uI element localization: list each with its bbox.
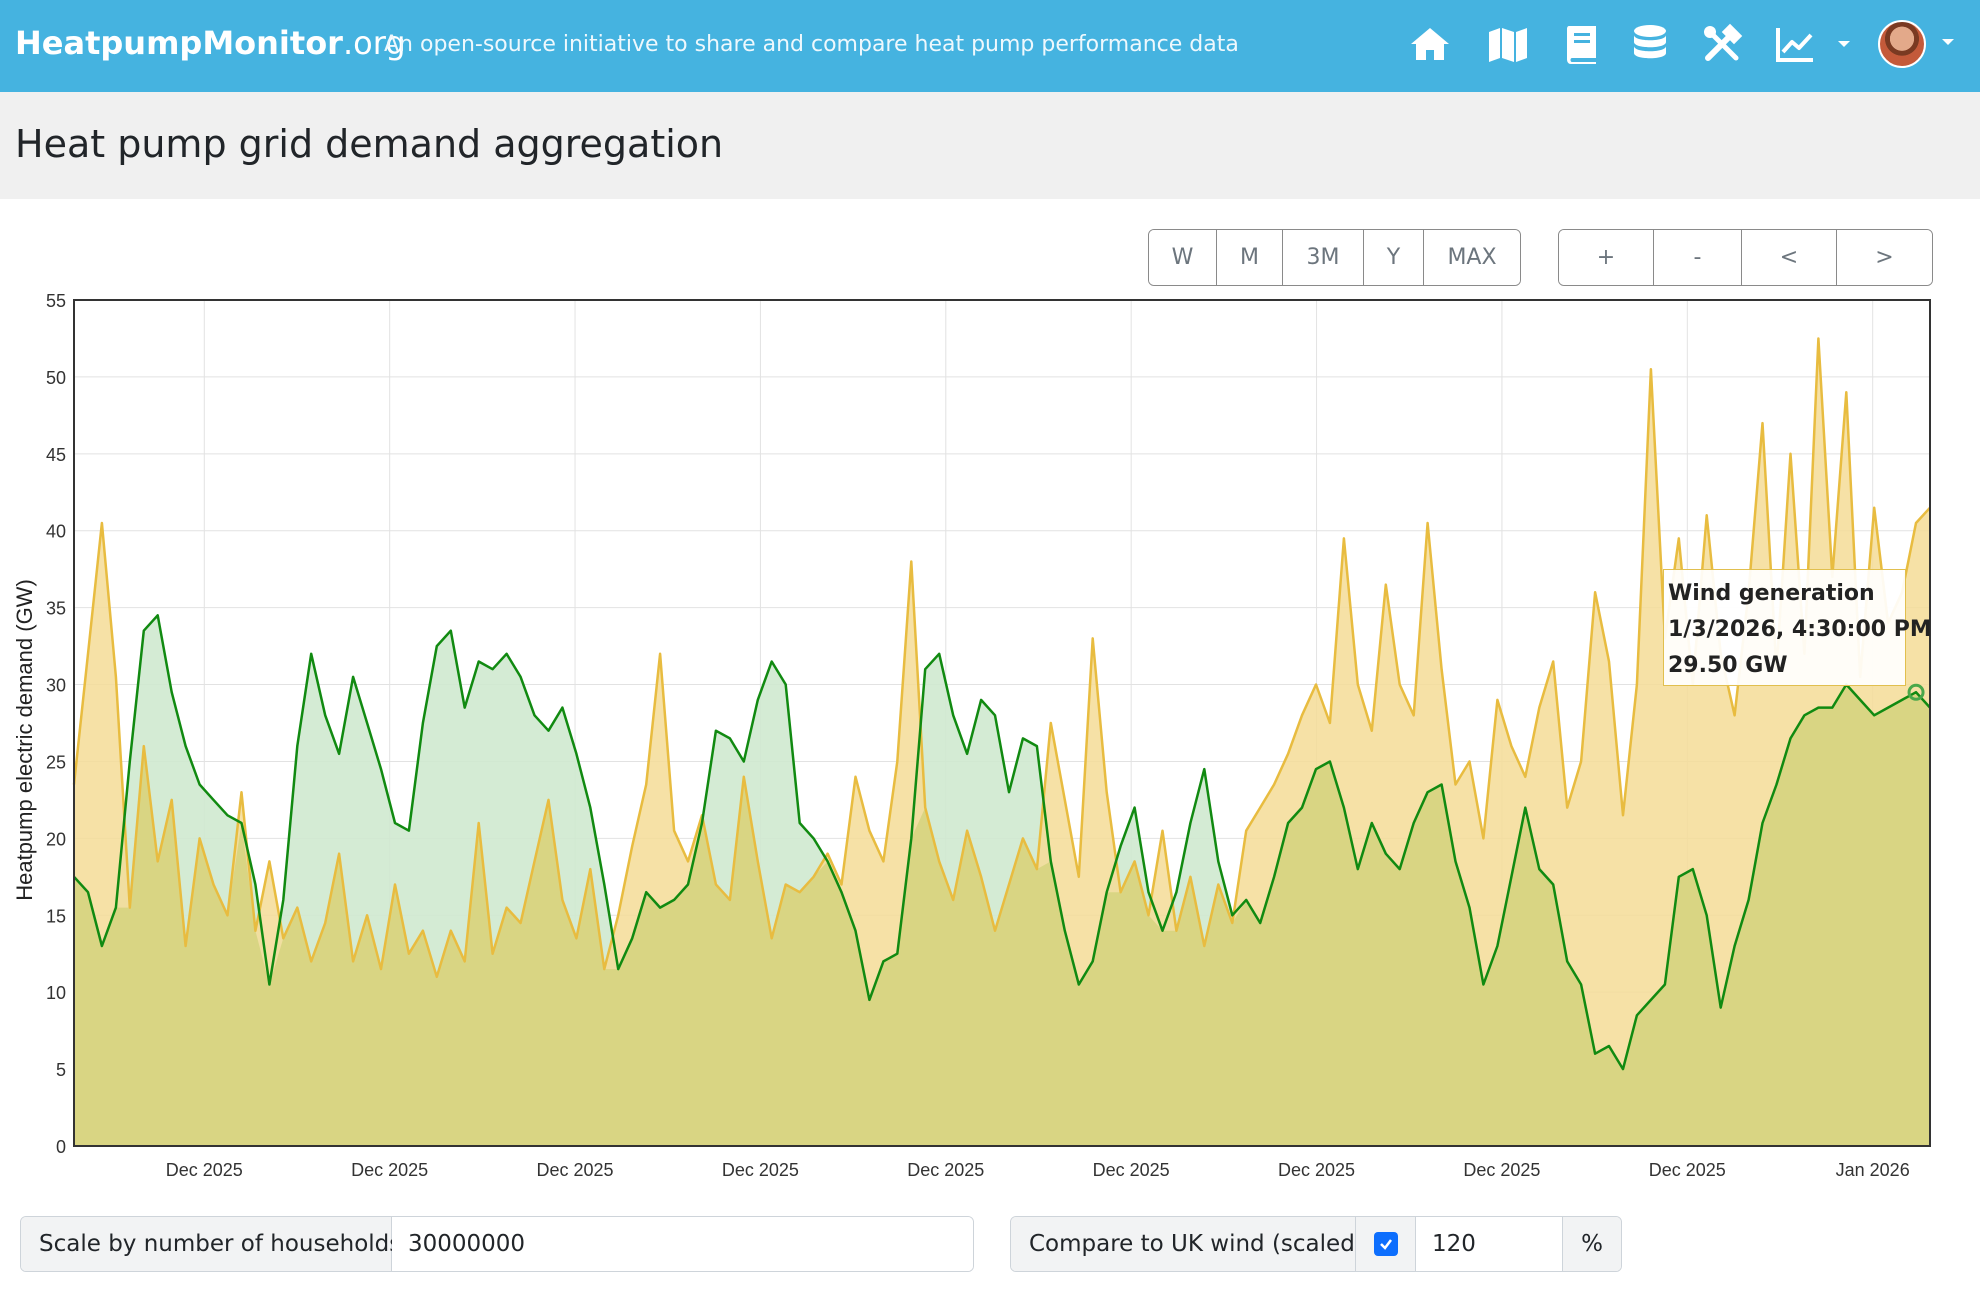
x-tick-label: Dec 2025: [1463, 1160, 1540, 1180]
wind-scale-unit: %: [1563, 1217, 1621, 1271]
range-button-group: W M 3M Y MAX: [1148, 229, 1521, 286]
households-input[interactable]: 30000000: [392, 1217, 973, 1271]
title-bar: Heat pump grid demand aggregation: [0, 92, 1980, 199]
tooltip-time: 1/3/2026, 4:30:00 PM: [1668, 617, 1932, 642]
x-tick-label: Dec 2025: [722, 1160, 799, 1180]
range-max-button[interactable]: MAX: [1424, 230, 1520, 285]
y-tick-label: 15: [46, 906, 66, 926]
x-tick-label: Dec 2025: [1093, 1160, 1170, 1180]
tools-icon[interactable]: [1700, 22, 1744, 66]
wind-line: [72, 337, 1931, 979]
map-icon[interactable]: [1486, 22, 1530, 66]
range-3month-button[interactable]: 3M: [1283, 230, 1364, 285]
plot-frame: [73, 299, 1931, 1147]
x-tick-label: Dec 2025: [351, 1160, 428, 1180]
page-title: Heat pump grid demand aggregation: [15, 122, 724, 166]
chart-lines: [72, 337, 1931, 1071]
chevron-down-icon[interactable]: [1836, 38, 1852, 50]
pan-right-button[interactable]: >: [1837, 230, 1932, 285]
book-icon[interactable]: [1560, 22, 1604, 66]
chevron-down-icon[interactable]: [1940, 36, 1956, 48]
y-tick-label: 20: [46, 829, 66, 849]
heatpump-line: [73, 614, 1931, 1071]
range-year-button[interactable]: Y: [1364, 230, 1424, 285]
chart-tooltip: Wind generation 1/3/2026, 4:30:00 PM 29.…: [1663, 569, 1932, 686]
x-tick-label: Dec 2025: [907, 1160, 984, 1180]
x-tick-label: Dec 2025: [166, 1160, 243, 1180]
x-tick-label: Dec 2025: [537, 1160, 614, 1180]
database-icon[interactable]: [1628, 22, 1672, 66]
y-axis-ticks: 0 5 10 15 20 25 30 35 40 45 50 55: [46, 291, 66, 1157]
y-tick-label: 25: [46, 752, 66, 772]
check-icon: [1379, 1239, 1392, 1250]
wind-scale-input[interactable]: 120: [1416, 1217, 1564, 1271]
home-icon[interactable]: [1408, 22, 1452, 66]
tooltip-series: Wind generation: [1668, 581, 1875, 606]
y-tick-label: 55: [46, 291, 66, 311]
y-tick-label: 35: [46, 599, 66, 619]
range-week-button[interactable]: W: [1149, 230, 1217, 285]
y-tick-label: 30: [46, 676, 66, 696]
range-month-button[interactable]: M: [1217, 230, 1283, 285]
navigation-button-group: + - < >: [1558, 229, 1933, 286]
brand-logo[interactable]: HeatpumpMonitor.org: [15, 24, 406, 62]
y-tick-label: 50: [46, 368, 66, 388]
wind-compare-input-group: Compare to UK wind (scaled) 120 %: [1010, 1216, 1622, 1272]
households-label: Scale by number of households: [21, 1217, 401, 1271]
wind-compare-checkbox[interactable]: [1373, 1232, 1398, 1256]
x-tick-label: Dec 2025: [1649, 1160, 1726, 1180]
overlap-area: [74, 684, 1930, 1146]
zoom-out-button[interactable]: -: [1654, 230, 1742, 285]
tagline: An open-source initiative to share and c…: [384, 32, 1239, 57]
wind-compare-label: Compare to UK wind (scaled): [1011, 1217, 1364, 1271]
y-tick-label: 0: [56, 1137, 66, 1157]
y-tick-label: 10: [46, 983, 66, 1003]
chart-line-icon[interactable]: [1773, 22, 1817, 66]
avatar[interactable]: [1878, 20, 1926, 68]
households-input-group: Scale by number of households 30000000: [20, 1216, 974, 1272]
x-tick-label: Dec 2025: [1278, 1160, 1355, 1180]
navbar: HeatpumpMonitor.org An open-source initi…: [0, 0, 1980, 92]
hover-marker: [1907, 683, 1925, 701]
y-tick-label: 40: [46, 522, 66, 542]
y-axis-label: Heatpump electric demand (GW): [12, 579, 37, 901]
chart-areas: [74, 338, 1930, 1146]
tooltip-value: 29.50 GW: [1668, 653, 1788, 678]
x-tick-label: Jan 2026: [1836, 1160, 1910, 1180]
x-axis-ticks: Dec 2025 Dec 2025 Dec 2025 Dec 2025 Dec 2025…: [166, 1160, 1910, 1180]
pan-left-button[interactable]: <: [1742, 230, 1837, 285]
wind-compare-checkbox-cell: [1356, 1217, 1417, 1271]
y-tick-label: 45: [46, 445, 66, 465]
y-tick-label: 5: [56, 1060, 66, 1080]
zoom-in-button[interactable]: +: [1559, 230, 1654, 285]
